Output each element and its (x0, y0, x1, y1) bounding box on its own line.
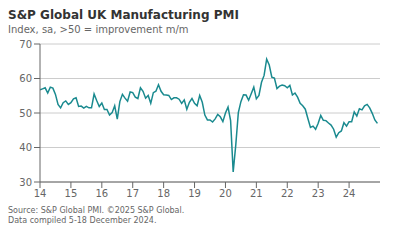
svg-text:70: 70 (19, 39, 32, 50)
svg-text:22: 22 (281, 188, 294, 199)
svg-text:16: 16 (95, 188, 108, 199)
svg-text:40: 40 (19, 142, 32, 153)
svg-text:15: 15 (65, 188, 78, 199)
html-text:S&P Global UK Manufacturing PM: S&P Global UK Manufacturing PMI (8, 8, 239, 22)
svg-text:21: 21 (250, 188, 263, 199)
svg-text:18: 18 (157, 188, 170, 199)
svg-text:17: 17 (126, 188, 139, 199)
html-text:Index, sa, >50 = improvement m: Index, sa, >50 = improvement m/m (8, 24, 189, 35)
svg-text:19: 19 (188, 188, 201, 199)
svg-text:50: 50 (19, 108, 32, 119)
svg-text:24: 24 (343, 188, 356, 199)
svg-text:14: 14 (34, 188, 47, 199)
html-text:Source: S&P Global PMI. ©2025: Source: S&P Global PMI. ©2025 S&P Global… (8, 206, 185, 215)
svg-text:30: 30 (19, 177, 32, 188)
svg-text:20: 20 (219, 188, 232, 199)
svg-text:60: 60 (19, 73, 32, 84)
html-text:Data compiled 5-18 December 20: Data compiled 5-18 December 2024. (8, 216, 157, 225)
svg-text:23: 23 (312, 188, 325, 199)
